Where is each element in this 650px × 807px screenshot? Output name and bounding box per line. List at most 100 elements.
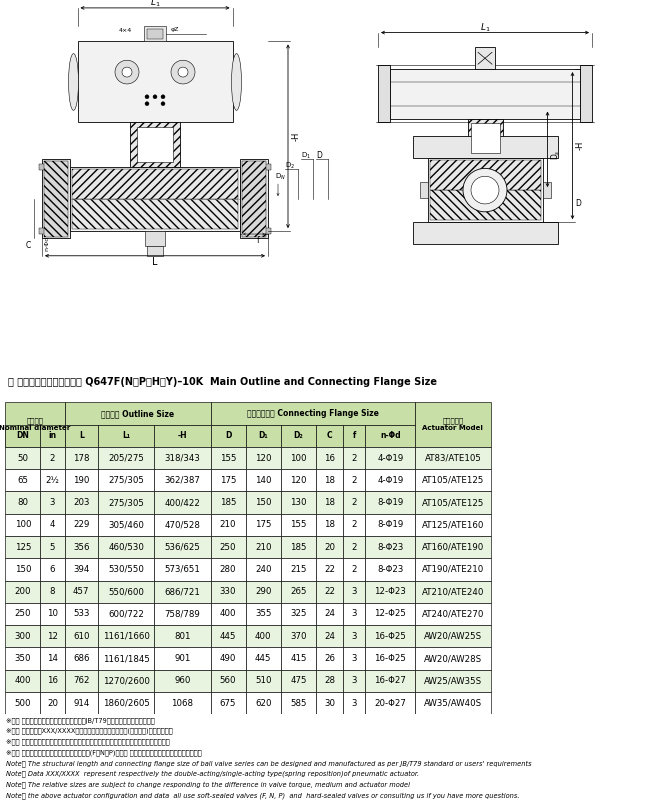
Bar [70,167,240,231]
Bar [246,603,281,625]
Bar [242,161,266,236]
Text: 585: 585 [290,699,307,708]
Bar [246,469,281,491]
Bar [147,246,163,256]
Text: 1161/1845: 1161/1845 [103,654,150,663]
Bar [211,558,246,580]
Text: 675: 675 [220,699,237,708]
Bar [316,536,343,558]
Text: D: D [575,199,581,208]
Bar [246,491,281,514]
Text: 370: 370 [290,632,307,641]
Bar [5,647,40,670]
Text: 560: 560 [220,676,237,685]
Bar [40,424,65,447]
Bar [130,123,180,167]
Text: D₂: D₂ [294,431,304,441]
Bar [98,558,154,580]
Text: $L_1$: $L_1$ [480,22,490,34]
Text: 18: 18 [324,476,335,485]
Text: 28: 28 [324,676,335,685]
Text: 8-Φ19: 8-Φ19 [377,498,404,507]
Circle shape [417,229,424,237]
Text: D$_2$: D$_2$ [285,161,295,170]
Text: 686: 686 [73,654,90,663]
Text: 12: 12 [47,632,58,641]
Bar [365,514,415,536]
Text: 3: 3 [352,609,357,618]
Bar [365,580,415,603]
Bar [365,469,415,491]
Circle shape [178,67,188,77]
Text: 275/305: 275/305 [108,498,144,507]
Bar [154,670,211,692]
Text: L: L [79,431,84,441]
Text: 356: 356 [73,542,90,552]
Text: 265: 265 [290,587,307,596]
Text: 4-Φ19: 4-Φ19 [377,476,404,485]
Bar [246,514,281,536]
Bar [42,160,70,239]
Bar [281,424,316,447]
Bar [343,647,365,670]
Text: 325: 325 [290,609,307,618]
Text: 686/721: 686/721 [164,587,200,596]
Bar [281,580,316,603]
Bar [40,625,65,647]
Bar [65,403,211,424]
Text: $L_1$: $L_1$ [150,0,161,9]
Text: 762: 762 [73,676,90,685]
Bar [316,647,343,670]
Text: 18: 18 [324,498,335,507]
Text: D$_s$: D$_s$ [549,149,562,160]
Bar [415,469,491,491]
Text: 22: 22 [324,565,335,574]
Text: 250: 250 [14,609,31,618]
Bar [365,603,415,625]
Bar [145,231,165,246]
Bar [343,670,365,692]
Text: ※注： 根据不同阀门扈矩、使用介质适配的执行器型号可能有所不同，相关尺寸亦之变化。: ※注： 根据不同阀门扈矩、使用介质适配的执行器型号可能有所不同，相关尺寸亦之变化… [6,738,170,745]
Circle shape [171,61,195,84]
Text: 12-Φ25: 12-Φ25 [374,609,406,618]
Bar [211,625,246,647]
Bar [316,603,343,625]
Bar [246,536,281,558]
Bar [281,670,316,692]
Bar [413,222,558,244]
Text: 280: 280 [220,565,237,574]
Text: 901: 901 [174,654,190,663]
Text: 500: 500 [14,699,31,708]
Bar [98,692,154,714]
Bar [413,136,558,158]
Text: 24: 24 [324,609,335,618]
Bar [44,161,68,236]
Text: 24: 24 [324,632,335,641]
Text: 16-Φ25: 16-Φ25 [374,654,406,663]
Bar [72,199,238,229]
Circle shape [583,67,589,73]
Bar [316,514,343,536]
Bar [343,469,365,491]
Text: 65: 65 [18,476,29,485]
Text: 610: 610 [73,632,90,641]
Text: 758/789: 758/789 [164,609,200,618]
Bar [240,160,268,239]
Text: 80: 80 [18,498,29,507]
Text: 415: 415 [290,654,307,663]
Text: Note： Data XXX/XXXX  represent respectively the double-acting/single-acting type: Note： Data XXX/XXXX represent respective… [6,771,420,777]
Bar [419,182,428,198]
Bar [281,514,316,536]
Text: 801: 801 [174,632,190,641]
Bar [415,491,491,514]
Text: 2: 2 [352,498,357,507]
Bar [543,182,551,198]
Text: 14: 14 [47,654,58,663]
Bar [154,647,211,670]
Bar [378,65,390,123]
Ellipse shape [231,53,242,111]
Text: 2: 2 [352,521,357,529]
Text: AT160/ATE190: AT160/ATE190 [422,542,484,552]
Text: 3: 3 [352,632,357,641]
Text: in: in [49,431,57,441]
